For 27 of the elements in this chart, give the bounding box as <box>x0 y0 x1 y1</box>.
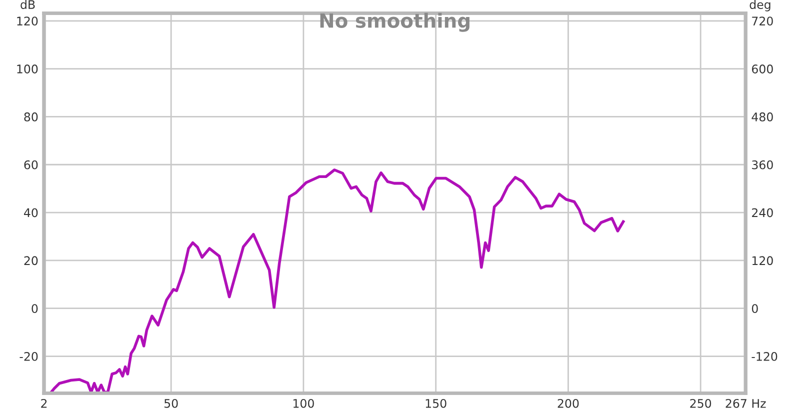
chart-title: No smoothing <box>320 12 470 32</box>
y2-axis-title: deg <box>750 0 770 12</box>
y2-tick-label: 120 <box>752 256 773 266</box>
x-tick-label: 100 <box>293 398 314 408</box>
x-tick-label: 50 <box>164 398 178 408</box>
y-tick-label: 60 <box>24 160 38 170</box>
y2-tick-label: -120 <box>752 352 778 361</box>
y-tick-label: 20 <box>24 256 38 266</box>
y2-tick-label: 0 <box>752 304 758 314</box>
y2-tick-label: 240 <box>752 208 773 218</box>
y-tick-label: 80 <box>24 112 38 122</box>
y-tick-label: -20 <box>20 352 38 361</box>
x-tick-label: 267 Hz <box>726 398 766 408</box>
x-tick-label: 250 <box>690 398 712 408</box>
x-tick-label: 2 <box>41 398 47 408</box>
x-tick-label: 200 <box>558 398 579 408</box>
y2-tick-label: 600 <box>752 64 773 74</box>
y-axis-title: dB <box>20 0 35 10</box>
y2-tick-label: 720 <box>752 16 773 26</box>
y2-tick-label: 480 <box>752 112 773 122</box>
y-tick-label: 40 <box>24 208 38 218</box>
y-tick-label: 120 <box>17 16 38 26</box>
line-series <box>50 168 625 394</box>
y2-tick-label: 360 <box>752 160 773 170</box>
y-tick-label: 0 <box>32 304 38 314</box>
x-tick-label: 150 <box>426 398 446 408</box>
y-tick-label: 100 <box>17 64 38 74</box>
